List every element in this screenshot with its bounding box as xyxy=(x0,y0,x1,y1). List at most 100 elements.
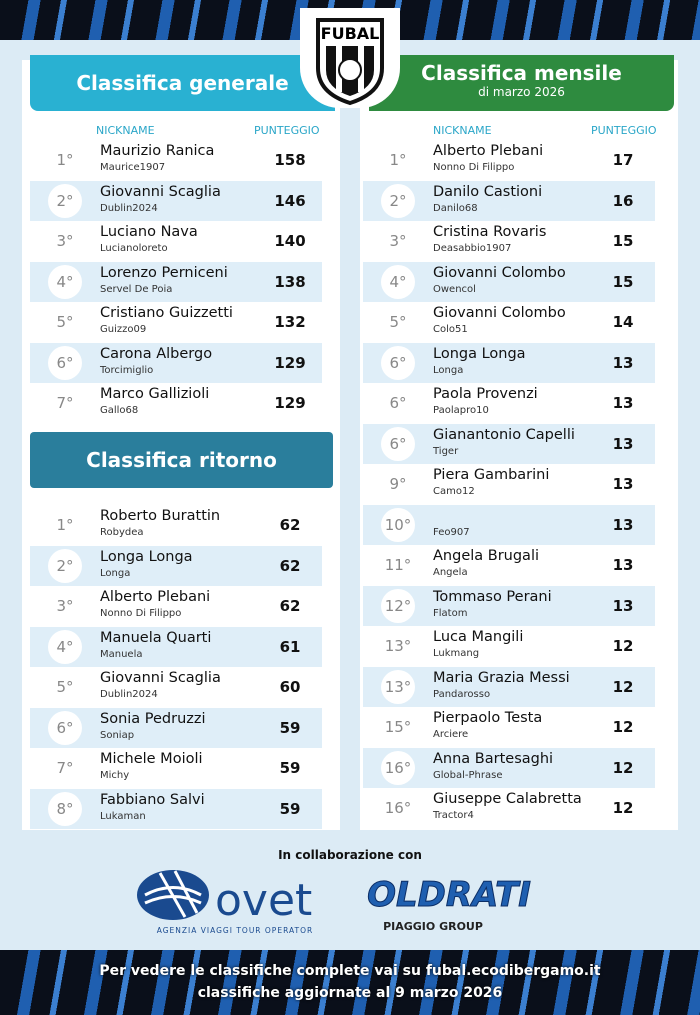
col-header: NICKNAME xyxy=(433,124,492,137)
table-row: 13° Maria Grazia Messi Pandarosso 12 xyxy=(363,666,655,707)
nickname: Robydea xyxy=(100,527,144,538)
nickname: Manuela xyxy=(100,648,143,660)
table-row: 16° Anna Bartesaghi Global-Phrase 12 xyxy=(363,747,655,788)
nickname: Pandarosso xyxy=(433,688,491,700)
footer-line: classifiche aggiornate al 9 marzo 2026 xyxy=(197,985,503,1001)
player-name: Fabbiano Salvi xyxy=(100,791,205,808)
nickname: Lukmang xyxy=(433,648,480,659)
points: 59 xyxy=(279,759,301,777)
nickname: Paolapro10 xyxy=(433,405,489,416)
nickname: Camo12 xyxy=(433,486,475,497)
points: 60 xyxy=(279,678,301,696)
mensile-subtitle: di marzo 2026 xyxy=(478,85,565,99)
player-name: Longa Longa xyxy=(100,548,193,565)
nickname: Dublin2024 xyxy=(100,202,158,214)
points: 13 xyxy=(612,596,634,615)
sponsor-name: OLDRATI xyxy=(367,875,531,915)
table-row: 4° Lorenzo Perniceni Servel De Poia 138 xyxy=(30,261,322,302)
rank: 11° xyxy=(384,556,412,574)
points: 129 xyxy=(274,394,306,412)
table-row: 13° Luca Mangili Lukmang 12 xyxy=(363,626,655,667)
nickname: Servel De Poia xyxy=(100,283,173,295)
table-row: 4° Giovanni Colombo Owencol 15 xyxy=(363,261,655,302)
player-name: Giovanni Colombo xyxy=(433,305,566,321)
player-name: Piera Gambarini xyxy=(433,467,550,483)
table-row: 6° Longa Longa Longa 13 xyxy=(363,342,655,383)
player-name: Maurizio Ranica xyxy=(100,143,215,159)
rank: 6° xyxy=(48,710,82,745)
player-name: Alberto Plebani xyxy=(100,589,211,605)
table-row: 1° Alberto Plebani Nonno Di Filippo 17 xyxy=(363,140,655,181)
table-row: 6° Paola Provenzi Paolapro10 13 xyxy=(363,383,655,424)
table-row: 9° Piera Gambarini Camo12 13 xyxy=(363,464,655,505)
general-title: Classifica generale xyxy=(30,55,335,111)
player-name: Danilo Castioni xyxy=(433,183,543,200)
collab: In collaborazione con xyxy=(278,848,422,862)
player-name: Giuseppe Calabretta xyxy=(433,791,582,807)
rank: 2° xyxy=(48,183,82,218)
table-row: 3° Alberto Plebani Nonno Di Filippo 62 xyxy=(30,586,322,627)
rank: 16° xyxy=(381,750,415,785)
nickname: Gallo68 xyxy=(100,405,139,416)
rank: 1° xyxy=(56,516,74,534)
table-row: 5° Cristiano Guizzetti Guizzo09 132 xyxy=(30,302,322,343)
player-name: Maria Grazia Messi xyxy=(433,669,570,686)
rank: 13° xyxy=(381,669,415,704)
table-row: 2° Danilo Castioni Danilo68 16 xyxy=(363,180,655,221)
logo-bg: FUBAL xyxy=(300,8,400,108)
player-name: Carona Albergo xyxy=(100,345,213,362)
points: 129 xyxy=(274,353,306,372)
player-name: Luciano Nava xyxy=(100,224,198,240)
player-name: Marco Gallizioli xyxy=(100,386,210,402)
player-name: Lorenzo Perniceni xyxy=(100,264,228,281)
nickname: Tiger xyxy=(433,445,459,457)
nickname: Longa xyxy=(433,364,464,376)
points: 13 xyxy=(612,353,634,372)
points: 140 xyxy=(274,232,306,250)
points: 12 xyxy=(612,677,634,696)
points: 15 xyxy=(612,232,634,250)
player-name: Tommaso Perani xyxy=(433,588,552,605)
table-row: 6° Carona Albergo Torcimiglio 129 xyxy=(30,342,322,383)
player-name: Sonia Pedruzzi xyxy=(100,710,206,727)
points: 12 xyxy=(612,637,634,655)
rank: 10° xyxy=(381,507,415,542)
rank: 6° xyxy=(48,345,82,380)
points: 12 xyxy=(612,758,634,777)
player-name: Alberto Plebani xyxy=(433,143,544,159)
rank: 2° xyxy=(381,183,415,218)
nickname: Angela xyxy=(433,567,468,578)
player-name: Longa Longa xyxy=(433,345,526,362)
points: 13 xyxy=(612,515,634,534)
nickname: Torcimiglio xyxy=(100,364,154,376)
col-header: PUNTEGGIO xyxy=(591,124,657,137)
col-header: NICKNAME xyxy=(96,124,155,137)
player-name: Cristina Rovaris xyxy=(433,224,547,240)
points: 59 xyxy=(279,718,301,737)
points: 62 xyxy=(279,556,301,575)
table-row: 12° Tommaso Perani Flatom 13 xyxy=(363,585,655,626)
mensile-title: Classifica mensile xyxy=(421,61,622,85)
points: 62 xyxy=(279,597,301,615)
rank: 15° xyxy=(384,718,412,736)
table-row: 3° Luciano Nava Lucianoloreto 140 xyxy=(30,221,322,262)
table-row: 6° Gianantonio Capelli Tiger 13 xyxy=(363,423,655,464)
footer-line: Per vedere le classifiche complete vai s… xyxy=(99,963,601,979)
points: 12 xyxy=(612,799,634,817)
player-name: Pierpaolo Testa xyxy=(433,710,543,726)
nickname: Lucianoloreto xyxy=(100,243,168,254)
sponsor-logo-2: OLDRATI PIAGGIO GROUP xyxy=(367,875,532,934)
nickname: Michy xyxy=(100,770,130,781)
nickname: Tractor4 xyxy=(433,810,474,821)
bottom-band xyxy=(0,950,700,1015)
table-row: 1° Maurizio Ranica Maurice1907 158 xyxy=(30,140,322,181)
rank: 7° xyxy=(56,394,74,412)
points: 138 xyxy=(274,272,306,291)
footer-text: Per vedere le classifiche complete vai s… xyxy=(0,960,700,1004)
points: 132 xyxy=(274,313,306,331)
player-name: Manuela Quarti xyxy=(100,629,212,646)
table-row: 6° Sonia Pedruzzi Soniap 59 xyxy=(30,707,322,748)
player-name: Giovanni Scaglia xyxy=(100,183,221,200)
nickname: Arciere xyxy=(433,729,469,740)
sponsor-tag: AGENZIA VIAGGI TOUR OPERATOR xyxy=(157,926,313,935)
